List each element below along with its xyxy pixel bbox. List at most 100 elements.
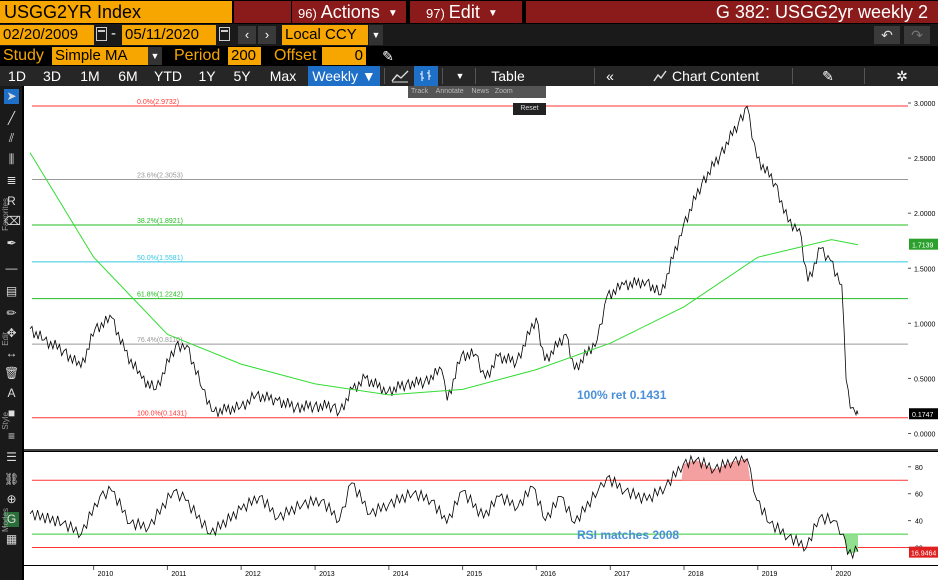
offset-field[interactable]: 0: [322, 47, 366, 65]
frequency-select[interactable]: Weekly ▼: [308, 66, 380, 86]
track-button[interactable]: Track: [411, 88, 429, 95]
edit-menu-number: 97): [426, 6, 445, 21]
edit-chart-icon[interactable]: ✎: [822, 68, 834, 84]
pencil-icon[interactable]: ✎: [382, 48, 394, 64]
pattern-tool-icon[interactable]: ▤: [5, 284, 18, 298]
news-button[interactable]: News: [471, 88, 489, 95]
period-max-button[interactable]: Max: [269, 68, 297, 84]
actions-menu-number: 96): [298, 6, 317, 21]
chevron-down-icon[interactable]: ▼: [455, 71, 465, 81]
double-chevron-left-icon[interactable]: «: [606, 68, 614, 84]
date-separator: -: [111, 25, 116, 42]
minus-icon[interactable]: —: [5, 261, 18, 275]
currency-select[interactable]: Local CCY: [282, 25, 368, 45]
retracement-annotation: 100% ret 0.1431: [577, 388, 667, 402]
rsi-last-badge: [909, 546, 938, 558]
ma-line: [29, 152, 859, 396]
x-tick-label: 2012: [245, 571, 261, 578]
period-1m-button[interactable]: 1M: [80, 68, 100, 84]
period-3d-button[interactable]: 3D: [43, 68, 61, 84]
line-tool-icon[interactable]: ╱: [7, 111, 16, 125]
fibonacci-tool-icon[interactable]: ≣: [6, 173, 17, 187]
trash-icon[interactable]: 🗑: [4, 366, 20, 380]
rsi-overbought-fill: [681, 458, 751, 481]
study-select[interactable]: Simple MA: [52, 47, 148, 65]
price-line: [29, 105, 859, 417]
end-date-field[interactable]: 05/11/2020: [122, 25, 216, 45]
actions-menu-button[interactable]: 96) Actions ▼: [292, 1, 406, 23]
annotate-button[interactable]: Annotate: [435, 88, 464, 95]
text-tool-icon[interactable]: A: [7, 386, 16, 400]
link-icon[interactable]: ⛓: [4, 472, 20, 486]
calculator-icon[interactable]: ▦: [5, 532, 18, 546]
edit-menu-button[interactable]: 97) Edit ▼: [410, 1, 522, 23]
rsi-last-label: 16.9464: [911, 551, 936, 558]
x-tick-label: 2011: [171, 571, 186, 578]
last-ma-label: 1.7139: [912, 243, 934, 250]
toolbar-divider: [594, 68, 595, 84]
trend-tool-icon[interactable]: ⫽: [8, 131, 15, 145]
y-tick-label: 1.0000: [914, 321, 936, 328]
calendar-icon[interactable]: [219, 27, 230, 41]
g-mode-icon[interactable]: G: [4, 512, 19, 527]
period-field[interactable]: 200: [228, 47, 261, 65]
chevron-left-icon[interactable]: ‹: [238, 26, 256, 44]
y-tick-label: 2.5000: [914, 156, 936, 163]
line-weight-icon[interactable]: ≡: [7, 429, 15, 443]
header-bar: USGG2YR Index 96) Actions ▼ 97) Edit ▼ G 382…: [0, 0, 938, 24]
crosshair-icon[interactable]: ⊕: [6, 492, 17, 506]
period-1d-button[interactable]: 1D: [8, 68, 26, 84]
last-price-label: 0.1747: [912, 412, 934, 419]
chevron-right-icon[interactable]: ›: [258, 26, 276, 44]
chevron-down-icon[interactable]: ▼: [369, 25, 383, 45]
reset-button[interactable]: Reset: [513, 103, 546, 115]
security-field[interactable]: USGG2YR Index: [0, 1, 232, 23]
drawing-tools-sidebar: ➤ ╱ ⫽ ⫼ ≣ R ⌫ ✒ — ▤ Favorites ✏ ✥ ↔ 🗑 Ed…: [0, 86, 22, 580]
period-ytd-button[interactable]: YTD: [154, 68, 182, 84]
fib-label: 38.2%(1.8921): [137, 218, 183, 225]
fib-label: 61.8%(1.2242): [137, 292, 183, 299]
retracement-tool-icon[interactable]: R: [7, 194, 16, 208]
window-title: G 382: USGG2yr weekly 2: [526, 1, 938, 23]
rsi-annotation: RSI matches 2008: [577, 528, 679, 542]
chevron-down-icon[interactable]: ▼: [148, 47, 162, 65]
y-tick-label: 0.0000: [914, 431, 936, 438]
fib-label: 23.6%(2.3053): [137, 173, 183, 180]
bar-chart-icon[interactable]: [414, 66, 438, 86]
header-spacer: [234, 1, 291, 23]
gear-icon[interactable]: ✲: [896, 68, 908, 84]
x-tick-label: 2014: [393, 571, 409, 578]
x-tick-label: 2015: [467, 571, 483, 578]
y-tick-label: 2.0000: [914, 211, 936, 218]
table-button[interactable]: Table: [491, 68, 525, 84]
toolbar-divider: [864, 68, 865, 84]
zoom-button[interactable]: Zoom: [494, 88, 513, 95]
line-chart-icon[interactable]: [388, 66, 412, 86]
redo-icon[interactable]: ↷: [904, 26, 930, 44]
chart-content-icon[interactable]: [650, 66, 670, 86]
period-1y-button[interactable]: 1Y: [198, 68, 216, 84]
calendar-icon[interactable]: [96, 27, 107, 41]
x-tick-label: 2016: [540, 571, 556, 578]
rsi-line: [29, 454, 859, 560]
move-icon[interactable]: ✥: [6, 326, 17, 340]
start-date-field[interactable]: 02/20/2009: [0, 25, 94, 45]
x-tick-label: 2013: [319, 571, 335, 578]
period-6m-button[interactable]: 6M: [118, 68, 138, 84]
measure-icon[interactable]: ↔: [5, 346, 18, 360]
eraser-icon[interactable]: ⌫: [4, 214, 21, 228]
brush-icon[interactable]: ✒: [6, 236, 17, 250]
toolbar-divider: [792, 68, 793, 84]
chart-canvas[interactable]: 0.0%(2.9732) 23.6%(2.3053) 38.2%(1.8921) 50…: [22, 86, 938, 580]
line-style-icon[interactable]: ☰: [6, 450, 17, 464]
style-label: Style: [1, 412, 10, 430]
toolbar-divider: [442, 68, 443, 84]
channel-tool-icon[interactable]: ⫼: [8, 152, 15, 166]
color-swatch-icon[interactable]: ■: [7, 406, 16, 420]
cursor-icon[interactable]: ➤: [4, 89, 19, 104]
pen-icon[interactable]: ✏: [6, 306, 17, 320]
period-5y-button[interactable]: 5Y: [233, 68, 251, 84]
fib-label: 0.0%(2.9732): [137, 99, 179, 106]
chart-content-button[interactable]: Chart Content: [672, 68, 760, 84]
undo-icon[interactable]: ↶: [874, 26, 900, 44]
